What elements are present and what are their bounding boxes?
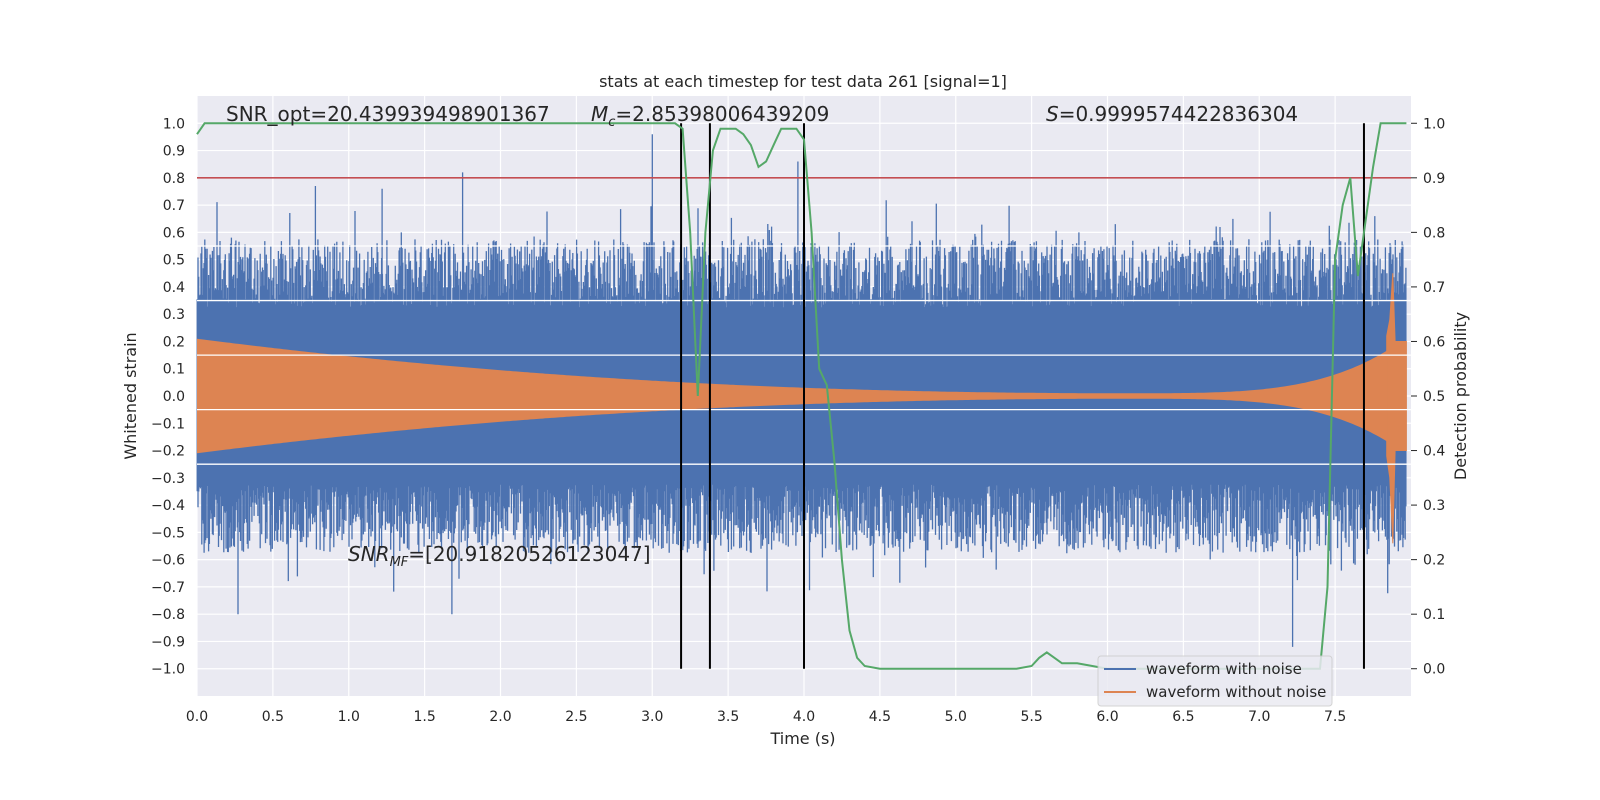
y-tick-label: 0.3 [163, 307, 185, 323]
legend-label-with-noise: waveform with noise [1146, 660, 1302, 678]
y-tick-label: −1.0 [151, 662, 185, 678]
y-tick-label: 0.5 [163, 253, 185, 269]
y-tick-label: −0.1 [151, 416, 185, 432]
annotation-mc: Mc=2.85398006439209 [591, 102, 829, 130]
mc-value: =2.85398006439209 [615, 102, 829, 126]
y-tick-label: −0.2 [151, 444, 185, 460]
x-tick-label: 5.0 [945, 709, 967, 725]
series-layer [196, 122, 1411, 670]
mc-subscript: c [608, 115, 615, 130]
legend: waveform with noise waveform without noi… [1097, 655, 1333, 707]
x-tick-label: 0.0 [186, 709, 208, 725]
y-tick-label: −0.7 [151, 580, 185, 596]
y2-tick-label: 0.0 [1423, 662, 1445, 678]
y-tick-label: 0.7 [163, 198, 185, 214]
y2-tick-label: 0.4 [1423, 444, 1445, 460]
y2-tick-label: 0.1 [1423, 607, 1445, 623]
x-axis-label: Time (s) [769, 729, 835, 748]
y-tick-label: −0.9 [151, 634, 185, 650]
y2-tick-label: 0.6 [1423, 334, 1445, 350]
chart-title: stats at each timestep for test data 261… [599, 72, 1007, 91]
y-axis-label: Whitened strain [121, 332, 140, 459]
snr-mf-symbol: SNR [348, 542, 390, 566]
x-tick-label: 6.5 [1172, 709, 1194, 725]
y2-tick-label: 0.5 [1423, 389, 1445, 405]
y2-axis-label: Detection probability [1451, 312, 1470, 480]
x-tick-label: 5.5 [1020, 709, 1042, 725]
y-axis-left: 1.0 0.9 0.8 0.7 0.6 0.5 0.4 0.3 0.2 0.1 0.0 −0.1 −0.… [151, 116, 185, 677]
s-symbol: S [1046, 102, 1059, 126]
snr-mf-subscript: MF [390, 555, 409, 570]
y-tick-label: 1.0 [163, 116, 185, 132]
snr-mf-value: =[20.91820526123047] [408, 542, 650, 566]
y-tick-label: 0.6 [163, 225, 185, 241]
y-tick-label: 0.9 [163, 144, 185, 160]
mc-symbol: M [591, 102, 608, 126]
y-tick-label: −0.4 [151, 498, 185, 514]
x-tick-label: 2.5 [565, 709, 587, 725]
x-tick-label: 2.0 [489, 709, 511, 725]
y-tick-label: 0.4 [163, 280, 185, 296]
y2-tick-label: 0.2 [1423, 553, 1445, 569]
y-tick-label: −0.8 [151, 607, 185, 623]
x-tick-label: 0.5 [262, 709, 284, 725]
legend-label-without-noise: waveform without noise [1146, 683, 1326, 701]
waveform-without-noise-merger [1386, 273, 1407, 544]
y-tick-label: −0.6 [151, 553, 185, 569]
annotation-snr-mf: SNRMF=[20.91820526123047] [348, 542, 651, 570]
y2-tick-label: 0.9 [1423, 171, 1445, 187]
x-tick-label: 3.0 [641, 709, 663, 725]
y-tick-label: 0.1 [163, 362, 185, 378]
x-tick-label: 7.5 [1324, 709, 1346, 725]
y2-tick-label: 0.3 [1423, 498, 1445, 514]
y-tick-label: 0.8 [163, 171, 185, 187]
x-tick-label: 1.5 [413, 709, 435, 725]
x-tick-label: 1.0 [338, 709, 360, 725]
annotation-snr-opt: SNR_opt=20.439939498901367 [226, 102, 550, 126]
series-waveform-without-noise [197, 338, 1389, 454]
s-value: =0.9999574422836304 [1059, 102, 1298, 126]
x-tick-label: 7.0 [1248, 709, 1270, 725]
y2-tick-label: 0.8 [1423, 225, 1445, 241]
x-tick-label: 6.0 [1096, 709, 1118, 725]
x-axis: 0.0 0.5 1.0 1.5 2.0 2.5 3.0 3.5 4.0 4.5 5.0 5.5 6.0 6… [186, 709, 1346, 725]
y2-tick-label: 1.0 [1423, 116, 1445, 132]
legend-box [1097, 655, 1333, 707]
y-tick-label: 0.0 [163, 389, 185, 405]
x-tick-label: 4.5 [869, 709, 891, 725]
annotation-s: S=0.9999574422836304 [1046, 102, 1298, 126]
x-tick-label: 3.5 [717, 709, 739, 725]
y-tick-label: −0.3 [151, 471, 185, 487]
y-tick-label: −0.5 [151, 525, 185, 541]
y-axis-right: 1.0 0.9 0.8 0.7 0.6 0.5 0.4 0.3 0.2 0.1 0.0 [1411, 116, 1445, 678]
x-tick-label: 4.0 [793, 709, 815, 725]
y2-tick-label: 0.7 [1423, 280, 1445, 296]
y-tick-label: 0.2 [163, 334, 185, 350]
